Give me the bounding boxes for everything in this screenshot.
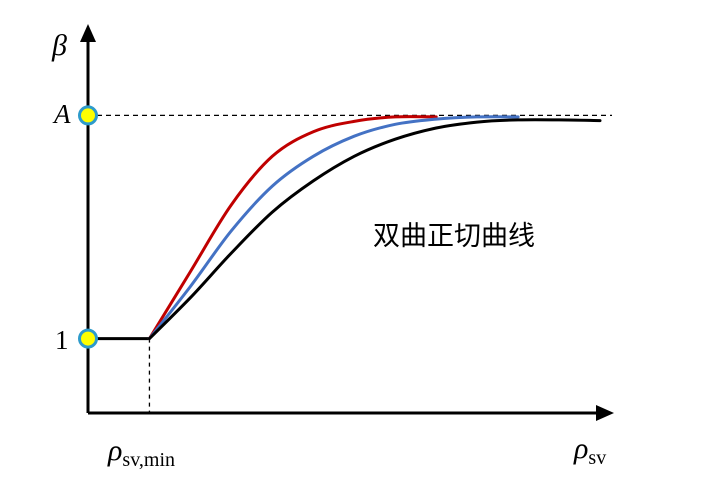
x-axis-label: ρsv	[573, 432, 606, 469]
x-axis-arrow	[596, 405, 614, 421]
axes	[80, 24, 614, 421]
series-line-3	[147, 118, 602, 341]
markers	[78, 105, 98, 349]
dashed-guides	[88, 114, 612, 413]
y-axis-arrow	[80, 24, 96, 42]
curve-annotation: 双曲正切曲线	[373, 221, 535, 252]
y-tick-label-1: 1	[55, 325, 69, 355]
y-tick-marker-2	[78, 105, 98, 126]
series-line-1	[147, 115, 438, 341]
curves	[88, 115, 602, 341]
series-line-2	[147, 115, 520, 341]
x-min-marker-subscript: sv,min	[122, 449, 175, 471]
y-axis-label: β	[51, 29, 67, 62]
y-tick-label-a: A	[52, 99, 71, 129]
x-axis-symbol: ρ	[573, 432, 588, 465]
x-min-marker-symbol: ρ	[107, 434, 122, 467]
y-tick-marker-1	[78, 328, 98, 349]
x-min-marker-label: ρsv,min	[107, 434, 175, 471]
x-axis-subscript: sv	[588, 447, 606, 469]
